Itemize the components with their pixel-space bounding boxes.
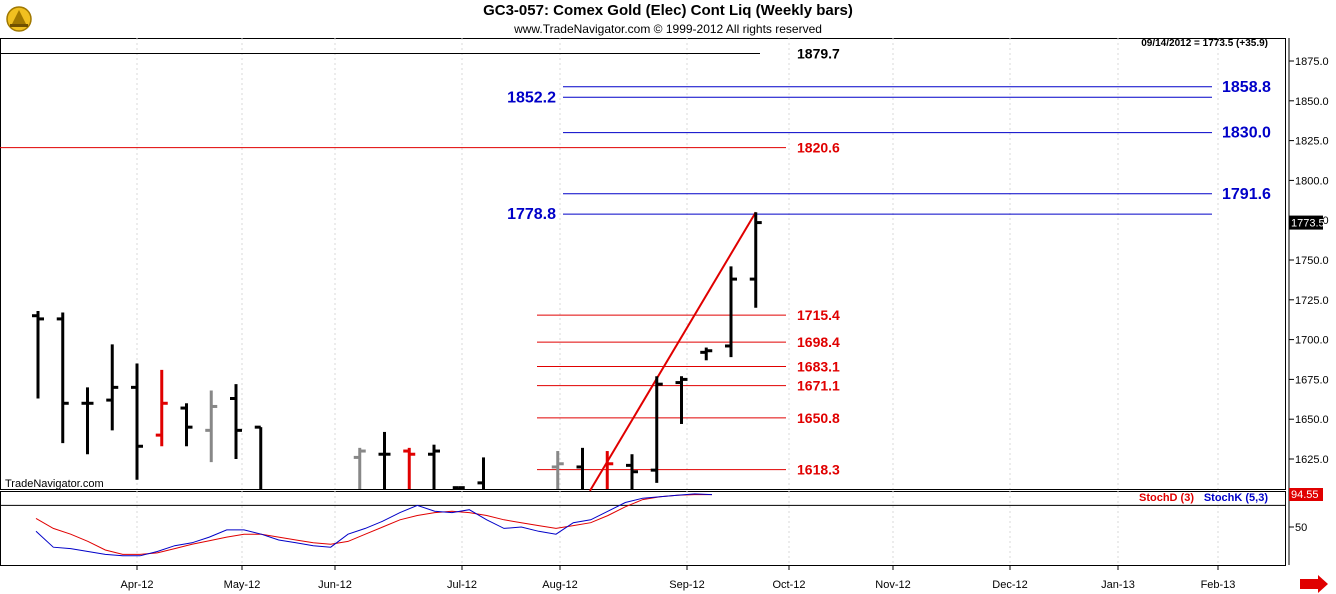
legend-stoch-k: StochK (5,3) xyxy=(1204,492,1269,504)
x-axis-label: Jan-13 xyxy=(1101,579,1135,591)
ohlc-bar xyxy=(650,376,663,483)
osc-last-value-label: 94.55 xyxy=(1291,489,1319,501)
x-axis-label: Jun-12 xyxy=(318,579,352,591)
y-axis-label: 1700.0 xyxy=(1295,335,1329,347)
stoch-k-line xyxy=(35,493,713,557)
osc-y-axis-label: 50 xyxy=(1295,522,1307,534)
x-axis-label: Sep-12 xyxy=(669,579,704,591)
y-axis-label: 1725.0 xyxy=(1295,295,1329,307)
x-axis-label: Jul-12 xyxy=(447,579,477,591)
y-axis-label: 1850.0 xyxy=(1295,96,1329,108)
watermark-text: TradeNavigator.com xyxy=(5,478,104,490)
ohlc-bar xyxy=(749,212,762,308)
ohlc-bar xyxy=(254,425,263,489)
ohlc-bar xyxy=(56,312,69,444)
fib-level-label: 1791.6 xyxy=(1222,186,1271,203)
fib-level-label: 1852.2 xyxy=(507,89,556,106)
fib-level-label: 1671.1 xyxy=(797,378,840,394)
ohlc-bar xyxy=(155,369,168,447)
scroll-right-arrow-icon xyxy=(1300,575,1328,593)
osc-last-value-box xyxy=(1289,488,1323,501)
fib-level-label: 1618.3 xyxy=(797,462,840,478)
chart-title: GC3-057: Comex Gold (Elec) Cont Liq (Wee… xyxy=(483,2,853,19)
copyright-notice: www.TradeNavigator.com © 1999-2012 All r… xyxy=(514,22,822,36)
fib-level-label: 1715.4 xyxy=(797,307,840,323)
y-axis-label: 1675.0 xyxy=(1295,374,1329,386)
last-price-label: 1773.5 xyxy=(1291,218,1325,230)
fib-level-label: 1778.8 xyxy=(507,206,556,223)
x-axis-label: Aug-12 xyxy=(542,579,577,591)
x-axis-label: Feb-13 xyxy=(1201,579,1236,591)
ohlc-bar xyxy=(131,363,143,480)
y-axis-label: 1750.0 xyxy=(1295,255,1329,267)
quote-info: 09/14/2012 = 1773.5 (+35.9) xyxy=(1141,38,1268,49)
ohlc-bar xyxy=(452,486,465,490)
trend-line xyxy=(589,211,757,492)
ohlc-bar xyxy=(477,457,485,489)
x-axis-label: Dec-12 xyxy=(992,579,1027,591)
x-axis-label: Nov-12 xyxy=(875,579,910,591)
legend-stoch-d: StochD (3) xyxy=(1139,492,1194,504)
y-axis-label: 1875.0 xyxy=(1295,56,1329,68)
fib-level-label: 1830.0 xyxy=(1222,125,1271,142)
ohlc-bar xyxy=(230,384,242,459)
fib-level-label: 1650.8 xyxy=(797,410,840,426)
y-axis-label: 1650.0 xyxy=(1295,414,1329,426)
ohlc-bar xyxy=(605,451,614,489)
y-axis-label: 1800.0 xyxy=(1295,175,1329,187)
oscillator-panel-frame xyxy=(0,491,1286,566)
ohlc-bar xyxy=(353,447,366,489)
y-axis-label: 1625.0 xyxy=(1295,454,1329,466)
fib-level-label: 1879.7 xyxy=(797,46,840,62)
x-axis-label: May-12 xyxy=(224,579,261,591)
ohlc-bar xyxy=(32,310,44,399)
fib-level-label: 1820.6 xyxy=(797,140,840,156)
fib-level-label: 1683.1 xyxy=(797,359,840,375)
last-price-box xyxy=(1289,215,1323,230)
ohlc-bar xyxy=(576,447,584,489)
ohlc-bar xyxy=(106,344,119,431)
x-axis-label: Oct-12 xyxy=(772,579,805,591)
tradenavigator-logo xyxy=(6,6,32,32)
ohlc-bar xyxy=(675,376,688,424)
y-axis-label: 1825.0 xyxy=(1295,136,1329,148)
price-panel-frame xyxy=(0,38,1286,490)
ohlc-bar xyxy=(81,387,94,455)
ohlc-bar xyxy=(180,403,193,447)
fib-level-label: 1698.4 xyxy=(797,334,840,350)
ohlc-bar xyxy=(428,444,440,489)
ohlc-bar xyxy=(700,347,713,361)
ohlc-bar xyxy=(205,390,218,463)
ohlc-bar xyxy=(378,431,391,489)
ohlc-bar xyxy=(725,266,737,358)
ohlc-bar xyxy=(626,454,638,489)
x-axis-label: Apr-12 xyxy=(120,579,153,591)
ohlc-bar xyxy=(551,451,564,489)
fib-level-label: 1858.8 xyxy=(1222,79,1271,96)
ohlc-bar xyxy=(403,447,416,489)
